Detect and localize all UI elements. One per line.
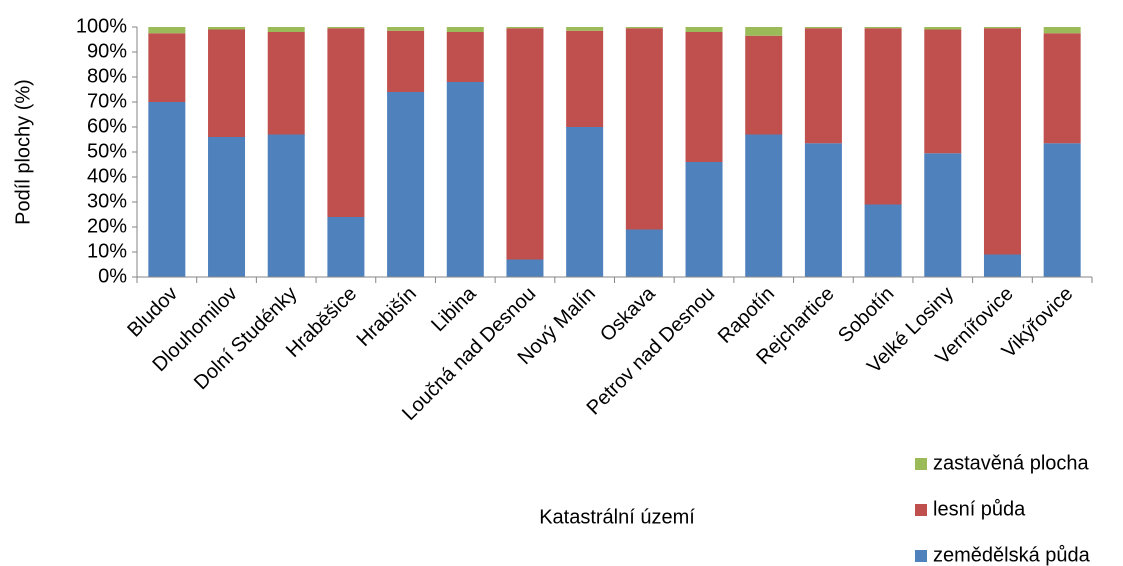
y-tick-label: 10% — [87, 240, 127, 262]
bar-segment — [1043, 33, 1081, 144]
bar-segment — [924, 27, 962, 30]
bar-segment — [148, 102, 186, 277]
bar-segment — [745, 35, 783, 135]
legend-label: zastavěná plocha — [933, 452, 1090, 474]
y-tick-label: 70% — [87, 90, 127, 112]
bar-segment — [327, 28, 365, 217]
bar-segment — [267, 32, 305, 135]
x-tick-label: Libina — [427, 282, 481, 336]
bar-segment — [566, 30, 604, 127]
bar-segment — [864, 204, 902, 277]
bar-segment — [387, 30, 425, 92]
bar-segment — [745, 134, 783, 277]
bar-segment — [983, 27, 1021, 29]
bar-segment — [566, 127, 604, 277]
bar-segment — [1043, 27, 1081, 34]
y-tick-label: 50% — [87, 140, 127, 162]
bar-segment — [148, 27, 186, 34]
bar-segment — [685, 162, 723, 277]
bar-segment — [864, 27, 902, 29]
bar-segment — [327, 27, 365, 29]
y-axis-label: Podíl plochy (%) — [12, 79, 34, 225]
y-tick-label: 40% — [87, 165, 127, 187]
bar-segment — [685, 27, 723, 32]
x-axis-label: Katastrální území — [539, 506, 695, 528]
bar-segment — [864, 28, 902, 205]
legend-swatch — [915, 550, 927, 562]
bar-segment — [327, 217, 365, 277]
bar-segment — [208, 137, 246, 277]
bar-segment — [506, 27, 544, 29]
bar-segment — [745, 27, 783, 36]
bar-segment — [148, 33, 186, 102]
bar-segment — [924, 29, 962, 154]
y-tick-label: 80% — [87, 65, 127, 87]
bar-segment — [1043, 143, 1081, 277]
legend-swatch — [915, 458, 927, 470]
bar-segment — [446, 32, 484, 82]
bar-segment — [625, 27, 663, 29]
bar-segment — [446, 27, 484, 32]
bar-segment — [506, 259, 544, 277]
bar-segment — [983, 28, 1021, 255]
legend-label: zemědělská půda — [933, 544, 1091, 566]
bar-segment — [983, 254, 1021, 277]
bar-segment — [387, 27, 425, 31]
legend-swatch — [915, 504, 927, 516]
bar-segment — [208, 29, 246, 137]
y-tick-label: 100% — [76, 15, 127, 37]
bar-segment — [804, 143, 842, 277]
bar-segment — [267, 134, 305, 277]
x-tick-label: Bludov — [123, 283, 182, 342]
bar-segment — [566, 27, 604, 31]
bar-segment — [924, 153, 962, 277]
bar-segment — [446, 82, 484, 277]
y-tick-label: 30% — [87, 190, 127, 212]
legend-label: lesní půda — [933, 498, 1026, 520]
y-tick-label: 20% — [87, 215, 127, 237]
bar-segment — [208, 27, 246, 30]
x-tick-label: Hrabišín — [353, 283, 421, 351]
bar-segment — [685, 32, 723, 162]
y-tick-label: 0% — [98, 265, 127, 287]
y-tick-label: 60% — [87, 115, 127, 137]
bar-segment — [804, 27, 842, 29]
bar-segment — [387, 92, 425, 277]
x-tick-label: Dolní Studénky — [190, 283, 301, 394]
bar-segment — [506, 28, 544, 260]
y-tick-label: 90% — [87, 40, 127, 62]
bar-segment — [267, 27, 305, 32]
bar-segment — [625, 28, 663, 230]
bar-segment — [625, 229, 663, 277]
bar-segment — [804, 28, 842, 144]
